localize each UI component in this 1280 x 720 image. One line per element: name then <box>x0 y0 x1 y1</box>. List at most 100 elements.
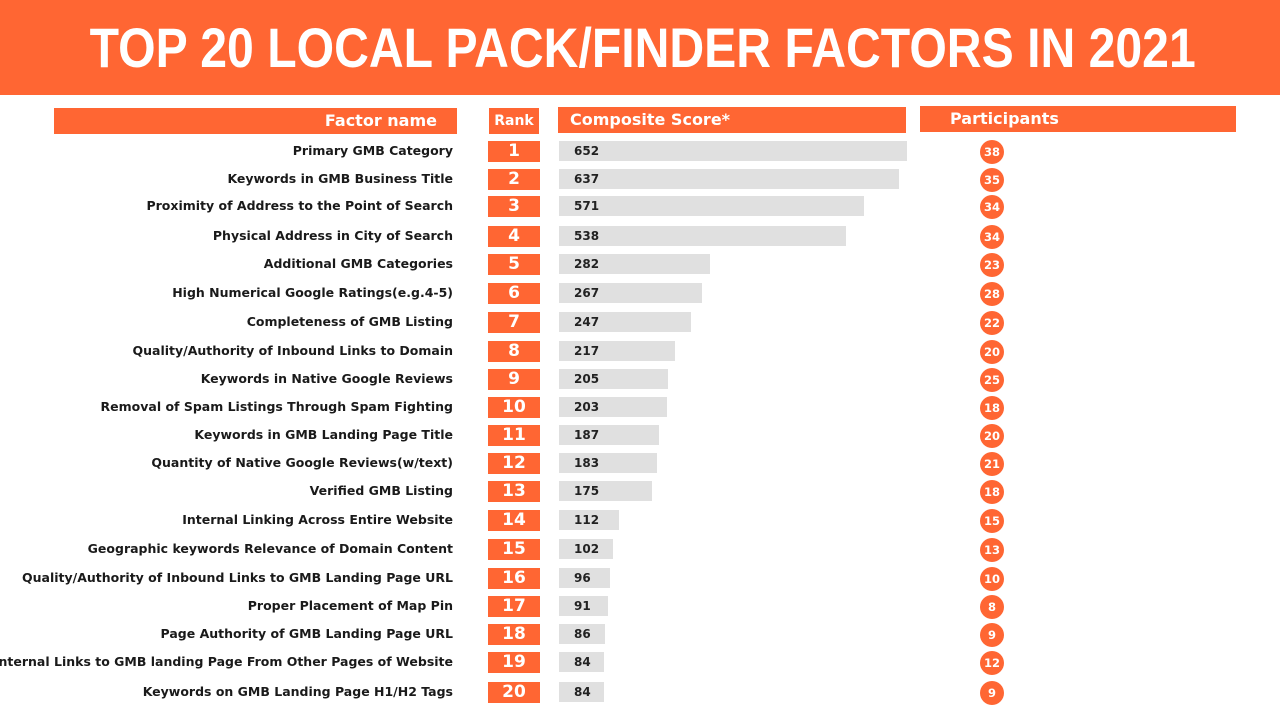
factor-label: Internal Linking Across Entire Website <box>182 512 453 527</box>
rank-badge: 11 <box>488 425 540 446</box>
score-value-label: 203 <box>574 400 600 414</box>
rank-badge: 3 <box>488 196 540 217</box>
factor-label: Additional GMB Categories <box>263 256 453 271</box>
score-value-label: 175 <box>574 484 600 498</box>
score-value-label: 183 <box>574 456 600 470</box>
rank-badge: 17 <box>488 596 540 617</box>
rank-badge: 9 <box>488 369 540 390</box>
score-bar <box>559 341 675 361</box>
participants-badge: 10 <box>980 567 1004 591</box>
participants-badge: 21 <box>980 452 1004 476</box>
score-value-label: 637 <box>574 172 600 186</box>
score-bar <box>559 226 846 246</box>
participants-badge: 23 <box>980 253 1004 277</box>
score-value-label: 102 <box>574 542 600 556</box>
score-bar <box>559 453 657 473</box>
rank-badge: 16 <box>488 568 540 589</box>
chart-title: TOP 20 LOCAL PACK/FINDER FACTORS IN 2021 <box>89 16 1196 79</box>
score-bar <box>559 539 613 559</box>
factor-label: Keywords on GMB Landing Page H1/H2 Tags <box>142 684 453 699</box>
participants-badge: 38 <box>980 140 1004 164</box>
rank-badge: 6 <box>488 283 540 304</box>
score-bar <box>559 254 710 274</box>
header-rank: Rank <box>489 108 539 134</box>
participants-badge: 28 <box>980 282 1004 306</box>
rank-badge: 18 <box>488 624 540 645</box>
score-bar <box>559 652 604 672</box>
header-participants: Participants <box>920 106 1236 132</box>
rank-badge: 19 <box>488 652 540 673</box>
participants-badge: 9 <box>980 681 1004 705</box>
participants-badge: 12 <box>980 651 1004 675</box>
factor-label: High Numerical Google Ratings(e.g.4-5) <box>172 285 453 300</box>
score-value-label: 96 <box>574 571 591 585</box>
score-value-label: 84 <box>574 655 591 669</box>
factor-label: Removal of Spam Listings Through Spam Fi… <box>100 399 453 414</box>
header-factor-name: Factor name <box>54 108 457 134</box>
score-value-label: 86 <box>574 627 591 641</box>
factor-label: Internal Links to GMB landing Page From … <box>0 654 453 669</box>
score-value-label: 205 <box>574 372 600 386</box>
score-value-label: 538 <box>574 229 600 243</box>
rank-badge: 10 <box>488 397 540 418</box>
rank-badge: 2 <box>488 169 540 190</box>
score-value-label: 187 <box>574 428 600 442</box>
factor-label: Completeness of GMB Listing <box>246 314 453 329</box>
header-composite-score: Composite Score* <box>558 107 906 133</box>
score-value-label: 282 <box>574 257 600 271</box>
factor-label: Geographic keywords Relevance of Domain … <box>87 541 453 556</box>
factor-label: Verified GMB Listing <box>309 483 453 498</box>
score-bar <box>559 481 652 501</box>
participants-badge: 13 <box>980 538 1004 562</box>
factor-label: Keywords in Native Google Reviews <box>200 371 453 386</box>
score-bar <box>559 568 610 588</box>
score-bar <box>559 169 899 189</box>
factor-label: Keywords in GMB Landing Page Title <box>194 427 453 442</box>
rank-badge: 4 <box>488 226 540 247</box>
participants-badge: 34 <box>980 225 1004 249</box>
score-bar <box>559 196 864 216</box>
score-bar <box>559 596 608 616</box>
score-bar <box>559 141 907 161</box>
score-value-label: 652 <box>574 144 600 158</box>
score-value-label: 571 <box>574 199 600 213</box>
rank-badge: 15 <box>488 539 540 560</box>
score-bar <box>559 283 702 303</box>
factor-label: Proximity of Address to the Point of Sea… <box>146 198 453 213</box>
participants-badge: 25 <box>980 368 1004 392</box>
score-bar <box>559 397 667 417</box>
participants-badge: 15 <box>980 509 1004 533</box>
title-banner <box>0 0 1280 95</box>
participants-badge: 18 <box>980 480 1004 504</box>
rank-badge: 14 <box>488 510 540 531</box>
factor-label: Physical Address in City of Search <box>212 228 453 243</box>
score-bar <box>559 624 605 644</box>
factor-label: Keywords in GMB Business Title <box>227 171 453 186</box>
score-bar <box>559 312 691 332</box>
factor-label: Page Authority of GMB Landing Page URL <box>160 626 453 641</box>
participants-badge: 8 <box>980 595 1004 619</box>
score-bar <box>559 682 604 702</box>
rank-badge: 8 <box>488 341 540 362</box>
factor-label: Quality/Authority of Inbound Links to GM… <box>22 570 453 585</box>
factor-label: Quantity of Native Google Reviews(w/text… <box>151 455 453 470</box>
score-bar <box>559 425 659 445</box>
score-value-label: 91 <box>574 599 591 613</box>
factor-label: Quality/Authority of Inbound Links to Do… <box>132 343 453 358</box>
rank-badge: 12 <box>488 453 540 474</box>
participants-badge: 22 <box>980 311 1004 335</box>
factor-label: Primary GMB Category <box>292 143 453 158</box>
participants-badge: 35 <box>980 168 1004 192</box>
rank-badge: 13 <box>488 481 540 502</box>
participants-badge: 20 <box>980 424 1004 448</box>
rank-badge: 1 <box>488 141 540 162</box>
score-value-label: 217 <box>574 344 600 358</box>
score-value-label: 112 <box>574 513 600 527</box>
participants-badge: 34 <box>980 195 1004 219</box>
factor-label: Proper Placement of Map Pin <box>247 598 453 613</box>
participants-badge: 18 <box>980 396 1004 420</box>
rank-badge: 7 <box>488 312 540 333</box>
rank-badge: 5 <box>488 254 540 275</box>
participants-badge: 20 <box>980 340 1004 364</box>
score-value-label: 247 <box>574 315 600 329</box>
